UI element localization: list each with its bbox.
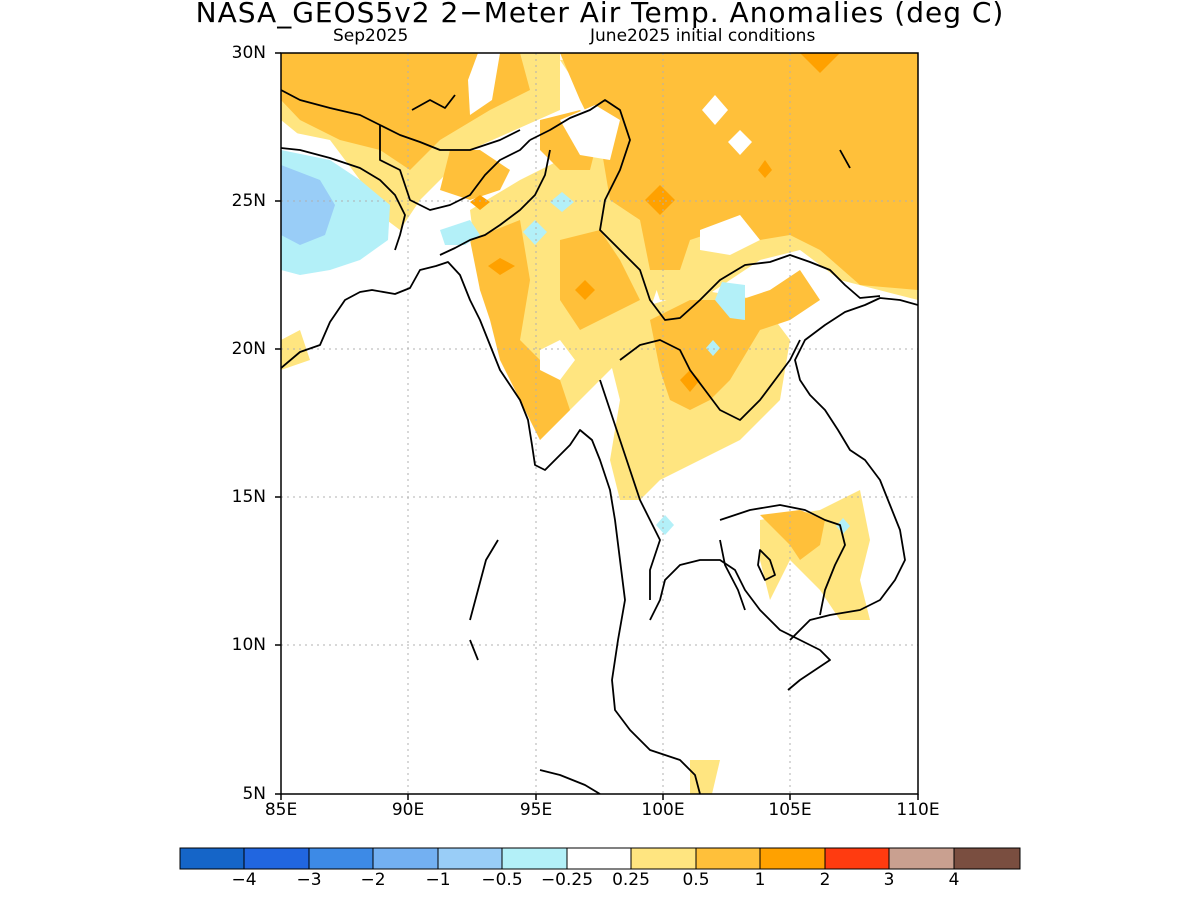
lat-label-20n: 20N (231, 339, 266, 359)
colorbar-label: −0.25 (540, 870, 594, 890)
colorbar-label: 3 (883, 870, 895, 890)
lat-label-15n: 15N (231, 487, 266, 507)
colorbar-label: 0.5 (682, 870, 710, 890)
colorbar-swatch (566, 847, 632, 870)
colorbar-swatch (695, 847, 761, 870)
colorbar-swatch (888, 847, 955, 870)
colorbar-swatch (824, 847, 890, 870)
colorbar-swatch (243, 847, 310, 870)
colorbar-label: −0.5 (481, 870, 523, 890)
colorbar-swatch (501, 847, 568, 870)
lon-label-85e: 85E (264, 800, 298, 820)
colorbar-label: 1 (754, 870, 766, 890)
valid-month-label: Sep2025 (333, 26, 409, 46)
colorbar-swatch (630, 847, 697, 870)
map-title: NASA_GEOS5v2 2−Meter Air Temp. Anomalies… (195, 0, 1005, 29)
colorbar (179, 847, 1021, 870)
lat-label-10n: 10N (231, 635, 266, 655)
map-frame (280, 52, 919, 795)
colorbar-swatch (308, 847, 374, 870)
colorbar-label: 2 (819, 870, 831, 890)
axis-ticks (275, 52, 919, 800)
anomaly-fill-0p5-1 (281, 53, 918, 560)
lat-label-25n: 25N (231, 191, 266, 211)
colorbar-label: −4 (231, 870, 257, 890)
lat-label-30n: 30N (231, 43, 266, 63)
colorbar-label: 0.25 (612, 870, 650, 890)
colorbar-label: −2 (360, 870, 386, 890)
map-coastlines (281, 89, 918, 794)
init-conditions-label: June2025 initial conditions (590, 26, 816, 46)
lat-label-5n: 5N (242, 784, 266, 804)
lon-label-105e: 105E (768, 800, 812, 820)
colorbar-label: −3 (296, 870, 322, 890)
colorbar-swatch (179, 847, 245, 870)
colorbar-swatch (437, 847, 503, 870)
colorbar-swatch (372, 847, 439, 870)
map-gridlines (281, 53, 918, 794)
anomaly-shading (281, 53, 918, 794)
colorbar-label: 4 (948, 870, 960, 890)
anomaly-fill-neg-0p5 (281, 165, 335, 245)
colorbar-swatch (953, 847, 1021, 870)
lon-label-110e: 110E (896, 800, 940, 820)
colorbar-swatch (759, 847, 826, 870)
lon-label-100e: 100E (641, 800, 685, 820)
lon-label-90e: 90E (391, 800, 425, 820)
lon-label-95e: 95E (519, 800, 553, 820)
colorbar-label: −1 (425, 870, 451, 890)
